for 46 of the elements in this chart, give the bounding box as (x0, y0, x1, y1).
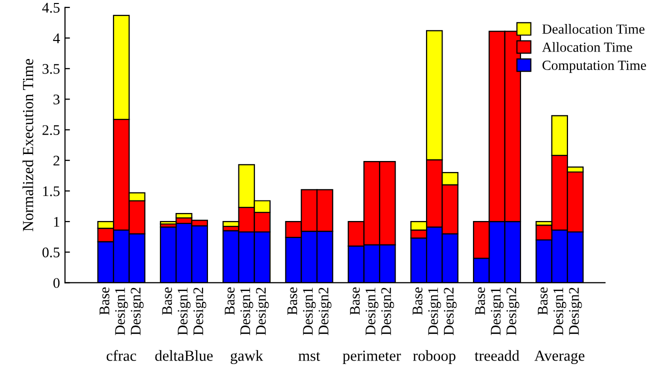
text: mst (298, 352, 320, 361)
x-tick-label: Design1 (366, 288, 378, 336)
legend-label: Computation Time (542, 60, 646, 73)
x-tick-label: Design1 (115, 288, 128, 336)
text: deltaBlue (155, 350, 213, 361)
x-tick-label: Base (162, 287, 172, 315)
x-tick-label: Base (224, 287, 235, 315)
x-tick-label: Base (475, 287, 486, 315)
x-tick-label: Base (287, 287, 298, 315)
x-tick-label: Base (100, 287, 110, 315)
x-tick-label: Base (538, 287, 548, 315)
x-tick-label: Base (412, 287, 422, 315)
text: gawk (230, 350, 264, 364)
y-tick-label: 1.5 (43, 186, 60, 196)
text: perimeter (342, 350, 401, 364)
x-tick-label: Design2 (193, 288, 206, 336)
legend-label: Allocation Time (542, 42, 632, 52)
legend-label: Deallocation Time (542, 24, 644, 34)
x-tick-label: Design1 (553, 288, 566, 336)
x-tick-label: Design2 (318, 288, 332, 336)
y-tick-label: 3.5 (42, 64, 60, 74)
x-tick-label: Design1 (428, 288, 442, 336)
y-tick-label: 0 (53, 278, 60, 288)
text: treeadd (474, 350, 520, 361)
text: Average (534, 350, 584, 364)
x-tick-label: Design2 (569, 288, 582, 336)
x-tick-label: Design1 (490, 288, 504, 336)
y-tick-label: 0.5 (42, 247, 60, 258)
text: roboop (413, 350, 456, 364)
x-tick-label: Design1 (302, 288, 316, 336)
x-tick-label: Design2 (256, 288, 269, 336)
y-tick-label: 1 (54, 216, 60, 227)
x-tick-label: Design2 (130, 288, 144, 336)
y-tick-label: 2 (53, 156, 60, 166)
x-tick-label: Design2 (444, 288, 457, 336)
x-tick-label: Design1 (178, 288, 191, 336)
y-tick-label: 2.5 (42, 125, 60, 136)
x-tick-label: Base (350, 287, 360, 315)
y-axis-title: Normalized Execution Time (22, 59, 34, 232)
y-tick-label: 3 (54, 94, 60, 104)
y-tick-label: 4 (53, 33, 60, 44)
x-tick-label: Design1 (240, 288, 254, 336)
x-tick-label: Design2 (381, 288, 394, 336)
x-tick-label: Design2 (506, 288, 520, 336)
text: cfrac (106, 350, 136, 361)
y-tick-label: 4.5 (42, 2, 60, 13)
